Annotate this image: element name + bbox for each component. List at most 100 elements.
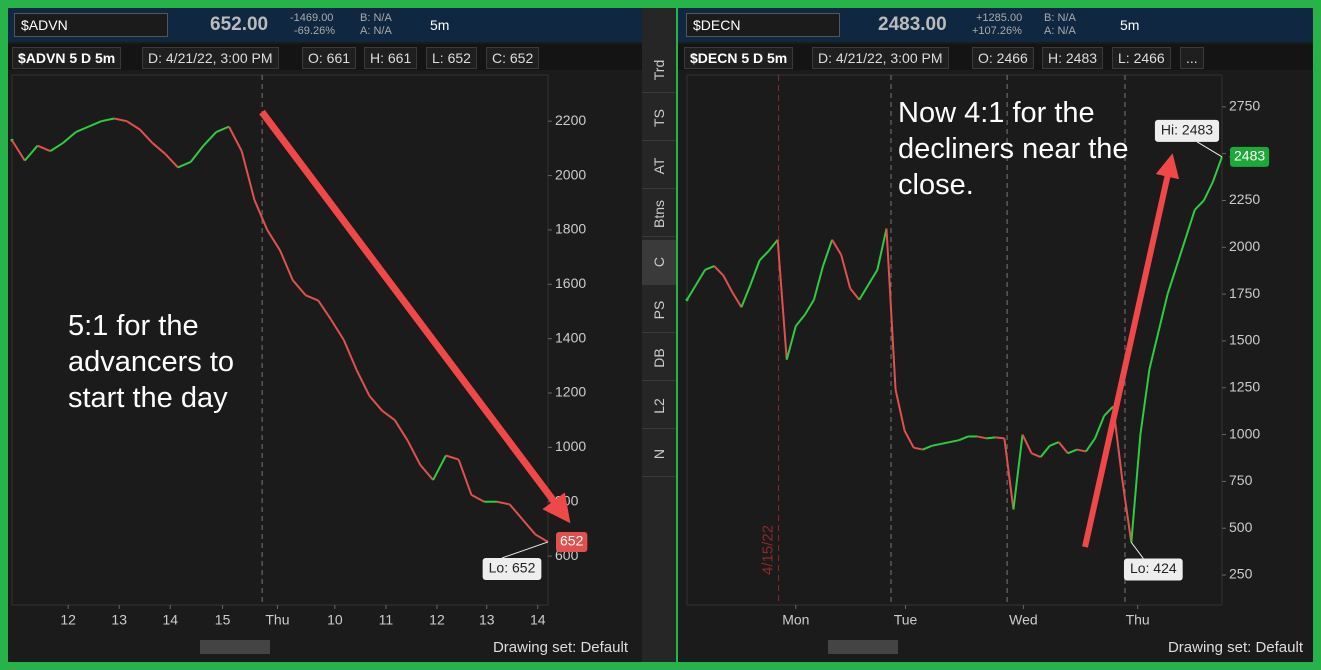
side-tab[interactable]: AT — [642, 144, 676, 189]
price-segment — [686, 284, 697, 301]
price-segment — [279, 249, 294, 281]
low-pointer — [501, 541, 549, 559]
price-segment — [177, 161, 192, 169]
bid: B: N/A — [1044, 12, 1076, 24]
price-segment — [1012, 434, 1024, 510]
y-tick-label: 1600 — [555, 275, 586, 291]
price-segment — [767, 239, 779, 252]
price-segment — [394, 419, 409, 442]
price-segment — [1049, 441, 1060, 447]
side-tab[interactable]: DB — [642, 336, 676, 381]
price-segment — [75, 125, 89, 133]
price-segment — [931, 442, 942, 447]
side-tab[interactable]: Btns — [642, 192, 676, 237]
price-segment — [342, 339, 358, 371]
side-tab[interactable]: N — [642, 432, 676, 477]
price-segment — [903, 430, 915, 449]
price-segment — [804, 299, 815, 316]
price-segment — [822, 239, 834, 267]
price-segment — [785, 325, 797, 360]
footer: Drawing set: Default — [678, 636, 1313, 660]
price-segment — [470, 494, 485, 503]
change-pct: +107.26% — [972, 25, 1022, 37]
price-segment — [1085, 437, 1096, 452]
price-segment — [1211, 156, 1223, 183]
low-label-box — [482, 557, 542, 580]
x-tick-label: Wed — [1009, 612, 1038, 628]
y-tick-label: 2750 — [1229, 98, 1260, 114]
x-tick-label: Mon — [782, 612, 809, 628]
price-segment — [419, 464, 434, 481]
price-segment — [758, 250, 770, 262]
price-segment — [1003, 438, 1015, 510]
annotation: 5:1 for the advancers to start the day — [68, 310, 235, 414]
y-tick-label: 750 — [1229, 472, 1253, 488]
side-tab[interactable]: C — [642, 240, 676, 285]
price-segment — [840, 254, 852, 289]
price-segment — [1067, 448, 1078, 455]
price-segment — [189, 145, 205, 163]
y-tick-label: 2000 — [555, 166, 586, 182]
x-tick-label: 12 — [60, 612, 76, 628]
price-segment — [831, 239, 843, 256]
y-tick-label: 2000 — [1229, 238, 1260, 254]
arrow — [1082, 153, 1180, 548]
close: ... — [1180, 47, 1204, 69]
side-tab[interactable]: TS — [642, 96, 676, 141]
price-segment — [496, 500, 510, 506]
price-segment — [1157, 293, 1169, 332]
price-segment — [253, 199, 269, 231]
scrollbar[interactable] — [200, 640, 270, 654]
x-tick-label: 14 — [530, 612, 546, 628]
price-segment — [305, 294, 319, 302]
symbol-select[interactable]: $DECN — [686, 13, 840, 37]
side-tab[interactable]: PS — [642, 288, 676, 333]
price-segment — [1139, 368, 1151, 435]
high-pointer — [1196, 141, 1223, 158]
scrollbar[interactable] — [828, 640, 898, 654]
change: +1285.00 — [976, 12, 1023, 24]
price-segment — [1094, 415, 1106, 439]
price-segment — [867, 269, 879, 286]
y-tick-label: 1800 — [555, 221, 586, 237]
open: O: 661 — [302, 47, 357, 69]
header: $ADVN 5 D 5m D: 4/21/22, 3:00 PM O: 661 … — [8, 44, 642, 70]
price-segment — [740, 284, 752, 308]
aggregation[interactable]: 5m — [1120, 17, 1140, 33]
side-tab[interactable]: L2 — [642, 384, 676, 429]
y-tick-label: 1200 — [555, 384, 586, 400]
symbol-select[interactable]: $ADVN — [14, 13, 168, 37]
bid: B: N/A — [360, 12, 392, 24]
change: -1469.00 — [290, 12, 334, 24]
high-label-box — [1154, 119, 1220, 142]
y-tick-label: 1500 — [1229, 332, 1260, 348]
price-segment — [713, 265, 724, 277]
price-segment — [986, 436, 996, 440]
arrow — [259, 109, 571, 524]
aggregation[interactable]: 5m — [430, 17, 450, 33]
y-tick-label: 2250 — [1229, 191, 1260, 207]
date: D: 4/21/22, 3:00 PM — [142, 47, 279, 69]
price-segment — [1148, 331, 1160, 370]
price-segment — [126, 120, 141, 131]
x-tick-label: Thu — [265, 612, 289, 628]
ask: A: N/A — [1044, 25, 1076, 37]
x-tick-label: 11 — [379, 612, 394, 628]
price-segment — [1103, 405, 1114, 417]
last-price-badge: 2483 — [1234, 148, 1265, 164]
low-label-box — [1123, 558, 1183, 581]
last-price-badge: 652 — [560, 533, 584, 549]
drawing-set[interactable]: Drawing set: Default — [492, 639, 628, 656]
date-marker-label: 4/15/22 — [760, 525, 777, 575]
low: L: 652 — [426, 47, 477, 69]
price-segment — [795, 314, 806, 327]
price-segment — [49, 142, 64, 152]
side-tab[interactable]: Trd — [642, 48, 676, 93]
drawing-set[interactable]: Drawing set: Default — [1167, 639, 1303, 656]
toolbar: $DECN 2483.00 +1285.00 +107.26% B: N/A A… — [678, 8, 1313, 42]
close: C: 652 — [486, 47, 540, 69]
change-pct: -69.26% — [294, 25, 335, 37]
low-label: Lo: 652 — [489, 560, 536, 576]
footer: Drawing set: Default — [8, 636, 642, 660]
